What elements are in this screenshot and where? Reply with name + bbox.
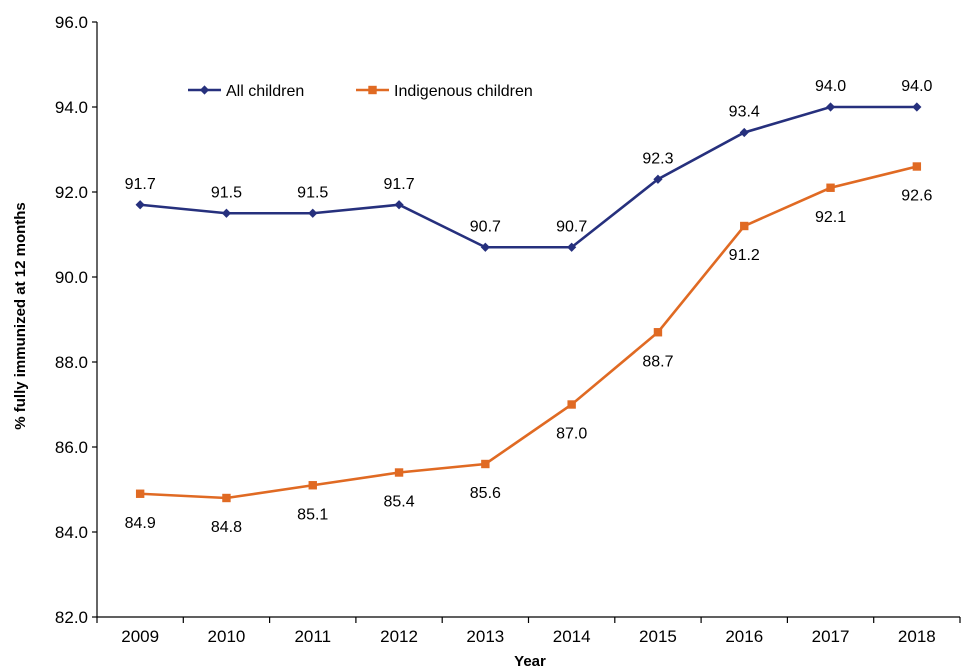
series-all-children: 91.7 91.5 91.5 91.7 90.7 90.7 92.3 93.4 94.0 94.0 (125, 78, 933, 252)
legend-marker-all-children (199, 85, 210, 95)
data-point-all-children (221, 208, 232, 218)
series-indigenous-children: 84.9 84.8 85.1 85.4 85.6 87.0 88.7 91.2 92.1 92.6 (125, 162, 933, 536)
data-point-all-children (912, 102, 922, 112)
x-axis-title: Year (514, 653, 546, 670)
x-tick-label: 2009 (121, 627, 159, 646)
data-point-all-children (825, 102, 836, 112)
y-tick-label: 84.0 (55, 523, 88, 542)
legend-marker-indigenous-children (368, 85, 377, 95)
x-tick-label: 2012 (380, 627, 418, 646)
data-label-all-children: 91.5 (211, 184, 242, 201)
legend: All children Indigenous children (188, 83, 533, 100)
y-axis: 82.0 84.0 86.0 88.0 90.0 92.0 94.0 96.0 (55, 13, 98, 627)
y-axis-title: % fully immunized at 12 months (12, 202, 29, 430)
data-label-all-children: 93.4 (729, 104, 760, 121)
data-label-indigenous-children: 84.8 (211, 519, 242, 536)
data-point-indigenous-children (740, 221, 749, 231)
data-label-all-children: 92.3 (642, 150, 673, 167)
data-label-all-children: 91.7 (383, 176, 414, 193)
series-line-all-children (140, 105, 917, 249)
data-label-all-children: 90.7 (556, 218, 587, 235)
data-label-indigenous-children: 88.7 (642, 353, 673, 370)
data-point-indigenous-children (222, 493, 231, 503)
data-point-indigenous-children (653, 328, 663, 337)
y-tick-label: 96.0 (55, 13, 88, 32)
x-tick-label: 2011 (294, 627, 331, 646)
y-tick-label: 90.0 (55, 268, 88, 287)
data-label-indigenous-children: 92.1 (815, 209, 846, 226)
data-point-indigenous-children (481, 459, 490, 469)
y-tick-label: 82.0 (55, 608, 88, 627)
x-tick-label: 2010 (208, 627, 246, 646)
data-label-all-children: 90.7 (470, 218, 501, 235)
y-tick-label: 94.0 (55, 98, 88, 117)
legend-label-indigenous-children: Indigenous children (394, 83, 533, 100)
x-tick-label: 2016 (725, 627, 763, 646)
data-point-indigenous-children (912, 162, 922, 171)
x-tick-label: 2018 (898, 627, 936, 646)
x-tick-label: 2013 (466, 627, 504, 646)
series-line-indigenous-children (140, 165, 918, 500)
data-label-indigenous-children: 84.9 (125, 515, 156, 532)
data-label-all-children: 91.5 (297, 184, 328, 201)
data-point-indigenous-children (135, 489, 145, 498)
x-tick-label: 2014 (553, 627, 591, 646)
data-label-indigenous-children: 87.0 (556, 426, 587, 443)
data-point-all-children (480, 242, 490, 252)
data-label-all-children: 94.0 (815, 78, 846, 95)
data-point-all-children (739, 127, 749, 138)
x-axis: 2009 2010 2011 2012 2013 2014 2015 2016 2017 2018 (96, 616, 961, 646)
data-label-all-children: 94.0 (901, 78, 932, 95)
legend-label-all-children: All children (226, 83, 304, 100)
x-tick-label: 2015 (639, 627, 677, 646)
y-tick-label: 92.0 (55, 183, 88, 202)
data-point-indigenous-children (308, 481, 317, 490)
data-point-all-children (308, 208, 318, 218)
data-point-indigenous-children (826, 183, 835, 192)
data-point-all-children (135, 200, 145, 210)
data-point-indigenous-children (394, 468, 404, 477)
data-label-all-children: 91.7 (125, 176, 156, 193)
data-label-indigenous-children: 85.1 (297, 506, 328, 523)
data-point-all-children (653, 174, 663, 184)
data-label-indigenous-children: 85.6 (470, 485, 501, 502)
data-label-indigenous-children: 92.6 (901, 188, 932, 205)
data-label-indigenous-children: 91.2 (729, 247, 760, 264)
data-label-indigenous-children: 85.4 (383, 494, 414, 511)
data-point-all-children (394, 200, 404, 210)
data-point-indigenous-children (567, 400, 576, 409)
plot-area: 91.7 91.5 91.5 91.7 90.7 90.7 92.3 93.4 94.0 94.0… (125, 78, 933, 536)
y-tick-label: 86.0 (55, 438, 88, 457)
data-point-all-children (567, 242, 577, 252)
y-tick-label: 88.0 (55, 353, 88, 372)
x-tick-label: 2017 (812, 627, 850, 646)
